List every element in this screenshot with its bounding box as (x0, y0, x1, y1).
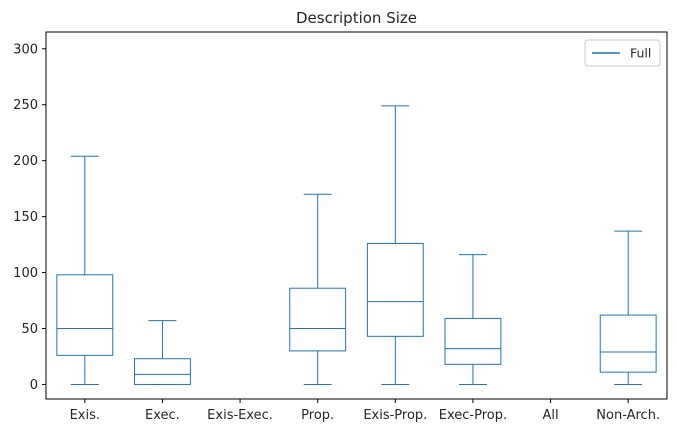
y-tick-label-150: 150 (13, 210, 38, 225)
box-exec-prop (444, 254, 502, 385)
box-iqr (444, 317, 502, 365)
legend: Full (584, 39, 661, 67)
y-tick-label-50: 50 (21, 322, 38, 337)
x-tick-label: Exec. (145, 408, 180, 423)
y-tick-label-0: 0 (30, 378, 38, 393)
box-prop (289, 193, 347, 385)
x-tick-label: Exis-Exec. (207, 408, 273, 423)
box-iqr (133, 358, 191, 385)
box-iqr (289, 287, 347, 352)
legend-label-full: Full (630, 46, 651, 61)
x-axis: Exis. Exec. Exis-Exec. Prop. Exis-Prop. Exec-… (70, 399, 660, 423)
chart-title: Description Size (296, 9, 417, 27)
x-tick-label: Exec-Prop. (439, 408, 507, 423)
x-tick-label: Exis-Prop. (363, 408, 427, 423)
box-non-arch (599, 230, 657, 385)
y-axis: 0 50 100 150 200 250 300 (13, 42, 46, 393)
boxes-group (56, 105, 657, 385)
y-tick-label-300: 300 (13, 42, 38, 57)
box-iqr (366, 242, 424, 337)
box-exec (133, 320, 191, 385)
box-iqr (56, 274, 114, 356)
y-tick-label-200: 200 (13, 154, 38, 169)
box-exis-prop (366, 105, 424, 385)
y-tick-label-100: 100 (13, 266, 38, 281)
x-tick-label: All (543, 408, 559, 423)
box-exis (56, 155, 114, 385)
x-tick-label: Exis. (70, 408, 100, 423)
x-tick-label: Prop. (301, 408, 334, 423)
box-iqr (599, 314, 657, 373)
x-tick-label: Non-Arch. (596, 408, 660, 423)
y-tick-label-250: 250 (13, 98, 38, 113)
legend-box (584, 39, 661, 67)
plot-frame (45, 31, 668, 400)
